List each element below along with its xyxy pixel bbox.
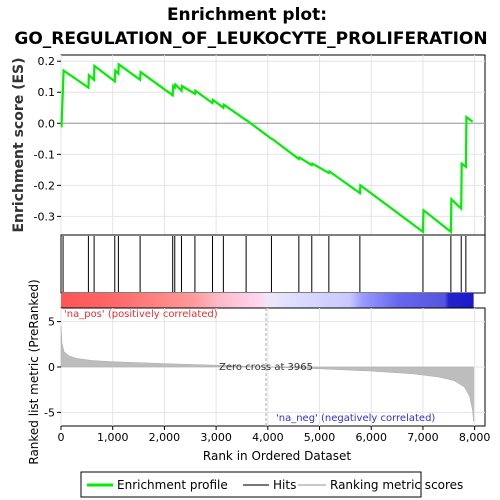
legend-ranking-label: Ranking metric scores [330, 478, 463, 492]
es-y-axis-label: Enrichment score (ES) [11, 57, 27, 232]
x-axis-ticks: 0 1,000 2,000 3,000 4,000 5,000 6,000 7,000 8,00… [58, 426, 491, 444]
hits-panel-frame [60, 234, 486, 294]
x-tick-label-6: 6,000 [355, 431, 387, 444]
chart-title-line1: Enrichment plot: [167, 5, 327, 25]
rank-panel: 50-5 'na_pos' (positively correlated) Ze… [27, 279, 486, 465]
rank-y-tick-label-0: 5 [48, 316, 55, 329]
zero-cross-label: Zero cross at 3965 [219, 362, 313, 373]
es-y-tick-label-0: 0.2 [38, 55, 56, 68]
hits-lines [62, 236, 467, 292]
x-tick-label-0: 0 [58, 431, 65, 444]
hits-panel [60, 234, 486, 294]
x-tick-label-3: 3,000 [200, 431, 232, 444]
rank-y-ticks: 5 0 -5 [44, 316, 61, 419]
ranking-metric-area [60, 326, 474, 422]
rank-y-tick-label-1: 0 [48, 361, 55, 374]
x-tick-label-7: 7,000 [407, 431, 439, 444]
es-panel-frame [60, 54, 486, 236]
neg-label: 'na_neg' (negatively correlated) [276, 413, 435, 424]
rank-color-bar [61, 293, 474, 308]
es-y-ticks: 0.2 0.1 0.0 -0.1 -0.2 -0.3 [34, 55, 61, 223]
legend-enrichment-label: Enrichment profile [117, 478, 228, 492]
enrichment-profile-line [60, 62, 474, 235]
x-tick-label-4: 4,000 [252, 431, 284, 444]
chart-title-line2: GO_REGULATION_OF_LEUKOCYTE_PROLIFERATION [14, 29, 487, 49]
x-tick-label-1: 1,000 [97, 431, 129, 444]
x-tick-label-2: 2,000 [149, 431, 181, 444]
x-tick-label-8: 8,000 [459, 431, 491, 444]
es-panel: 0.2 0.1 0.0 -0.1 -0.2 -0.3 Enrichment score (… [11, 54, 486, 236]
legend: Enrichment profile Hits Ranking metric s… [80, 471, 463, 498]
es-y-tick-label-2: 0.0 [38, 117, 56, 130]
pos-label: 'na_pos' (positively correlated) [64, 309, 218, 320]
x-tick-label-5: 5,000 [304, 431, 336, 444]
es-y-tick-label-5: -0.3 [34, 210, 55, 223]
rank-gradient [61, 293, 474, 308]
es-y-tick-label-3: -0.1 [34, 148, 55, 161]
rank-y-axis-label: Ranked list metric (PreRanked) [27, 279, 41, 464]
legend-hits-label: Hits [273, 478, 296, 492]
rank-y-tick-label-2: -5 [44, 406, 55, 419]
es-y-tick-label-1: 0.1 [38, 86, 56, 99]
x-axis-label: Rank in Ordered Dataset [203, 449, 351, 463]
es-y-tick-label-4: -0.2 [34, 179, 55, 192]
